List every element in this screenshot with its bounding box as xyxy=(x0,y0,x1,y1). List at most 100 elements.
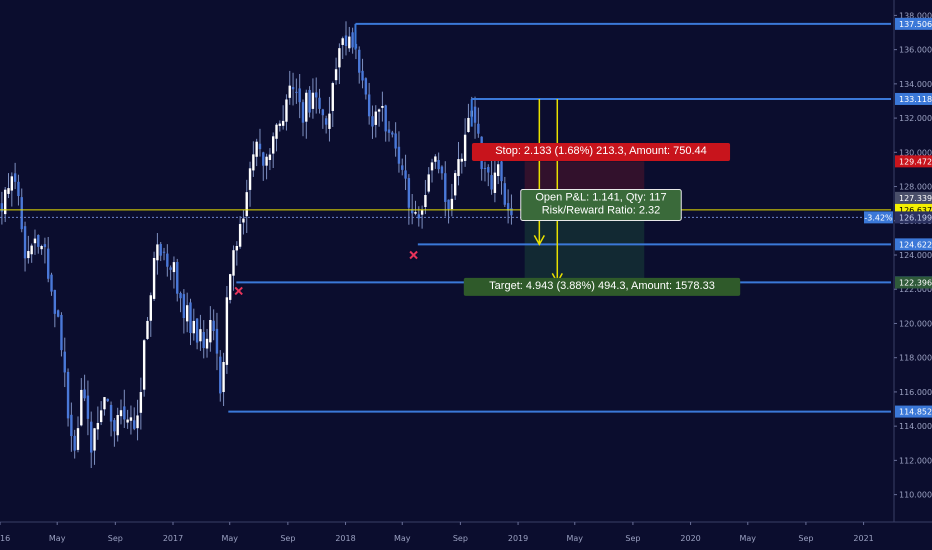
candle-body xyxy=(159,243,162,256)
position-labels[interactable]: Stop: 2.133 (1.68%) 213.3, Amount: 750.4… xyxy=(463,142,741,296)
candle-body xyxy=(457,159,460,176)
target-label-bg xyxy=(463,277,741,296)
candle-body xyxy=(136,415,139,429)
candle xyxy=(83,374,86,402)
candle-body xyxy=(487,167,490,173)
candle xyxy=(417,206,420,227)
candle xyxy=(232,245,235,291)
candle-body xyxy=(262,152,265,166)
candle-body xyxy=(397,146,401,164)
candle xyxy=(3,187,7,223)
candle-body xyxy=(17,181,20,197)
y-tick-label: 128.000 xyxy=(899,183,932,192)
price-axis[interactable]: 110.000 112.000 114.000 116.000 118.000 120.0… xyxy=(864,0,932,522)
candle xyxy=(311,78,315,119)
candle xyxy=(268,148,272,171)
candle xyxy=(185,292,189,333)
candle-body xyxy=(235,245,239,251)
candle-body xyxy=(315,92,318,98)
candle xyxy=(93,427,96,465)
candle-body xyxy=(420,210,424,215)
candle xyxy=(205,328,209,358)
candle-body xyxy=(291,87,295,90)
price-tag-bg xyxy=(895,405,932,418)
candle xyxy=(10,172,14,207)
candle xyxy=(166,244,169,277)
candle-body xyxy=(152,258,156,299)
candle xyxy=(152,251,156,301)
percent-tag-text: -3.42% xyxy=(864,213,893,222)
stop-label[interactable]: Stop: 2.133 (1.68%) 213.3, Amount: 750.4… xyxy=(471,142,731,161)
signal-markers xyxy=(233,250,419,296)
candle xyxy=(450,183,454,217)
y-tick-label: 130.000 xyxy=(899,148,932,157)
candle xyxy=(33,229,37,255)
candle-body xyxy=(66,371,70,419)
price-tag-bg xyxy=(895,276,932,289)
horizontal-levels[interactable] xyxy=(228,22,891,413)
y-tick-label: 124.000 xyxy=(899,251,932,260)
candle xyxy=(199,314,202,351)
x-tick-label: May xyxy=(394,534,411,543)
stop-label-bg xyxy=(471,142,731,161)
target-label[interactable]: Target: 4.943 (3.88%) 494.3, Amount: 157… xyxy=(463,277,741,296)
candle xyxy=(358,46,361,84)
candle-body xyxy=(341,38,344,45)
price-tag[interactable]: 127.339 xyxy=(895,191,932,204)
percent-tag[interactable]: -3.42% xyxy=(864,211,893,224)
candle xyxy=(301,99,305,137)
candle xyxy=(142,339,146,397)
candle xyxy=(7,173,10,199)
candle xyxy=(506,189,510,224)
candle-body xyxy=(503,183,507,205)
candle xyxy=(27,235,30,264)
candle xyxy=(371,105,374,139)
candle xyxy=(202,320,205,359)
price-tag[interactable]: 122.396 xyxy=(895,276,932,289)
candle xyxy=(447,199,450,224)
candle xyxy=(96,406,100,440)
candle-body xyxy=(133,420,136,429)
candle-body xyxy=(483,168,487,170)
candle-body xyxy=(37,235,40,247)
candle xyxy=(70,402,73,452)
price-tag[interactable]: 137.506 xyxy=(895,17,932,30)
candle-body xyxy=(169,267,172,270)
candle xyxy=(291,72,295,106)
candle xyxy=(367,82,371,125)
candle-body xyxy=(374,111,377,125)
price-tag-text: 129.472 xyxy=(899,157,932,166)
candle-body xyxy=(510,208,513,216)
candle-body xyxy=(328,113,331,129)
price-tag[interactable]: 133.118 xyxy=(895,92,932,105)
price-tag[interactable]: 126.199 xyxy=(895,211,932,224)
candle xyxy=(99,401,103,426)
candle xyxy=(123,389,126,428)
x-marker-stroke xyxy=(409,250,418,260)
candle-body xyxy=(285,99,288,122)
price-tag[interactable]: 114.852 xyxy=(895,405,932,418)
candle xyxy=(434,154,437,169)
x-marker xyxy=(408,250,419,261)
price-tag[interactable]: 129.472 xyxy=(895,155,932,168)
candle xyxy=(76,416,80,453)
candle-body xyxy=(348,36,351,49)
candle xyxy=(258,128,262,157)
candle xyxy=(176,258,179,302)
price-tag-text: 126.199 xyxy=(899,213,932,222)
time-axis[interactable]: 2016 May Sep 2017 May Sep 2018 May Sep 2019 May Sep… xyxy=(0,521,932,550)
candle xyxy=(374,105,377,138)
candle-body xyxy=(149,295,152,321)
x-tick-label: 2018 xyxy=(335,534,355,543)
candle-body xyxy=(23,226,27,259)
candle xyxy=(351,27,354,54)
price-tag[interactable]: 124.622 xyxy=(895,238,932,251)
candle xyxy=(295,78,298,104)
candle-body xyxy=(179,293,182,299)
candle-body xyxy=(90,421,93,453)
x-tick-label: 2016 xyxy=(0,534,10,543)
candle-body xyxy=(252,154,255,171)
